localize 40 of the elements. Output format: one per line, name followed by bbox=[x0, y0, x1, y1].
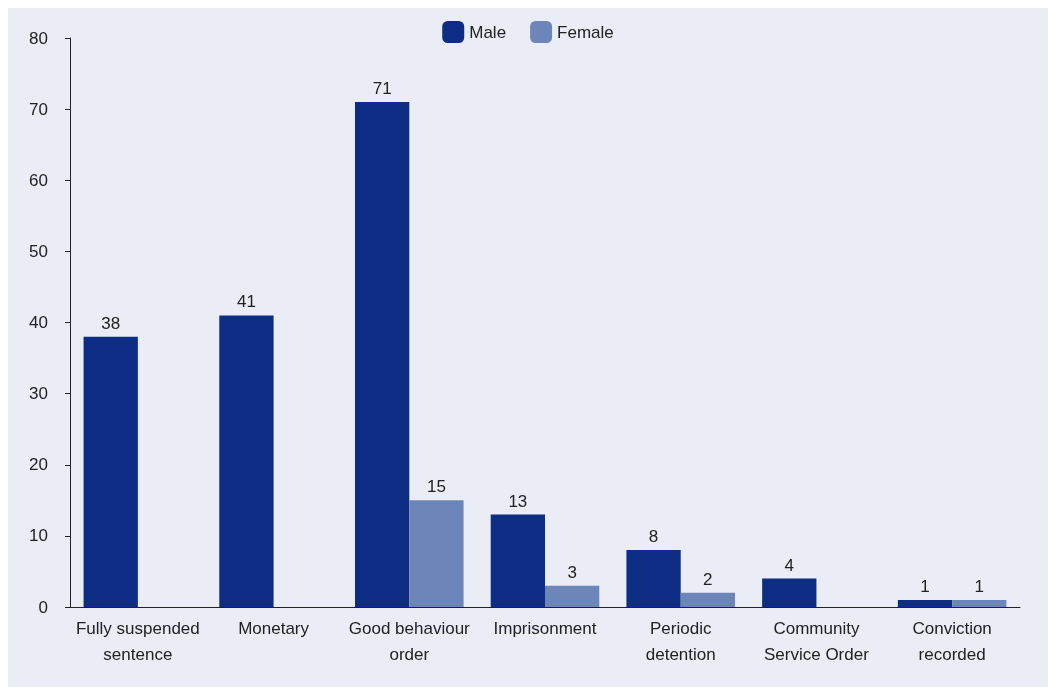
data-label: 1 bbox=[974, 576, 985, 596]
bar bbox=[83, 336, 138, 607]
bar bbox=[762, 578, 817, 607]
y-tick-label: 60 bbox=[29, 170, 48, 190]
legend-label: Male bbox=[469, 22, 507, 42]
x-tick-label: Imprisonment bbox=[493, 618, 597, 638]
bar bbox=[545, 585, 600, 607]
x-tick-label: Good behaviour order bbox=[348, 618, 471, 664]
y-tick-label: 50 bbox=[29, 241, 48, 261]
bar bbox=[952, 599, 1007, 607]
data-label: 41 bbox=[236, 292, 256, 312]
x-tick-label: Conviction recorded bbox=[912, 618, 992, 664]
data-label: 15 bbox=[426, 477, 446, 497]
y-tick-label: 30 bbox=[29, 384, 48, 404]
bar bbox=[680, 592, 735, 607]
data-label: 71 bbox=[372, 79, 392, 99]
bar bbox=[490, 514, 545, 607]
data-label: 38 bbox=[101, 313, 121, 333]
data-label: 13 bbox=[508, 491, 528, 511]
x-tick-label: Fully suspended sentence bbox=[75, 618, 200, 664]
x-tick-label: Monetary bbox=[238, 618, 310, 638]
y-tick-label: 80 bbox=[29, 28, 48, 48]
y-tick-label: 0 bbox=[38, 597, 48, 617]
legend-label: Female bbox=[557, 22, 614, 42]
bar bbox=[626, 550, 681, 607]
data-label: 4 bbox=[784, 555, 795, 575]
y-tick-label: 70 bbox=[29, 99, 48, 119]
bar bbox=[219, 315, 274, 607]
y-tick-label: 10 bbox=[29, 526, 48, 546]
bar bbox=[355, 102, 410, 607]
bar bbox=[897, 599, 953, 607]
data-label: 1 bbox=[920, 576, 930, 596]
data-label: 3 bbox=[567, 562, 577, 582]
x-tick-label: Community Service Order bbox=[763, 618, 870, 664]
y-tick-label: 40 bbox=[29, 313, 48, 332]
y-tick-label: 20 bbox=[29, 455, 48, 475]
bar bbox=[409, 500, 464, 607]
x-tick-label: Periodic detention bbox=[645, 618, 716, 664]
data-label: 8 bbox=[648, 527, 659, 547]
data-label: 2 bbox=[703, 569, 713, 589]
